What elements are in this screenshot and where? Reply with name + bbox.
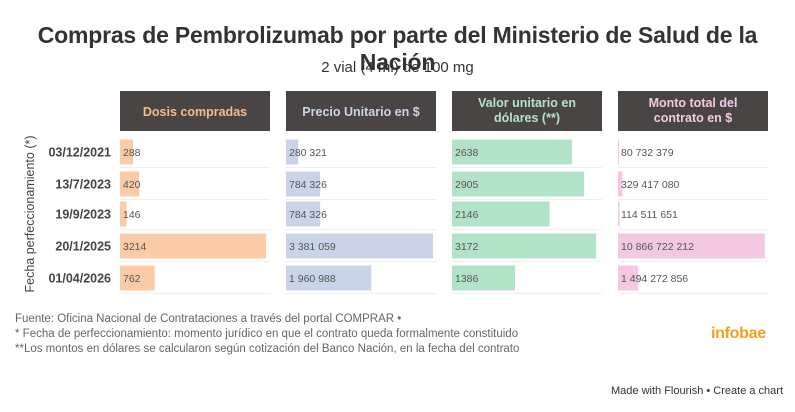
panel-header-text: Valor unitario en [478, 96, 576, 110]
bar-1-2 [286, 201, 321, 227]
panel-header-text: Precio Unitario en $ [302, 105, 419, 119]
footnote-source: Fuente: Oficina Nacional de Contratacion… [15, 313, 402, 325]
credit-separator: • [703, 385, 714, 397]
bar-value-label: 329 417 080 [621, 179, 680, 191]
footnotes: Fuente: Oficina Nacional de Contratacion… [15, 312, 519, 357]
chart-subtitle: 2 vial (4 ml) de 100 mg [321, 59, 474, 76]
footnote-date: * Fecha de perfeccionamiento: momento ju… [15, 328, 519, 340]
bar-value-label: 114 511 651 [621, 209, 678, 221]
bar-1-4 [286, 265, 372, 291]
bar-value-label: 80 732 379 [621, 147, 674, 159]
bar-value-label: 420 [123, 179, 141, 191]
bar-value-label: 288 [123, 147, 141, 159]
bar-value-label: 3172 [455, 241, 479, 253]
category-label: 19/9/2023 [55, 208, 111, 222]
panel-header-background [120, 91, 270, 131]
bar-value-label: 3 381 059 [289, 241, 336, 253]
bar-value-label: 762 [123, 273, 141, 285]
bar-3-3 [618, 233, 765, 259]
flourish-credit: Made with Flourish • Create a chart [611, 385, 783, 397]
bar-1-3 [286, 233, 434, 259]
chart-area: Fecha perfeccionamiento (*) 03/12/2021 13/… [23, 91, 768, 294]
category-label: 01/04/2026 [48, 272, 111, 286]
bar-2-4 [452, 265, 515, 291]
bar-1-0 [286, 139, 299, 165]
bar-value-label: 784 326 [289, 209, 327, 221]
panel-header-text: contrato en $ [654, 111, 733, 125]
bar-value-label: 1386 [455, 273, 479, 285]
bar-0-3 [120, 233, 267, 259]
bar-2-3 [452, 233, 597, 259]
y-axis-title: Fecha perfeccionamiento (*) [23, 135, 37, 292]
bar-2-0 [452, 139, 572, 165]
panel-header-text: dólares (**) [494, 111, 560, 125]
bar-value-label: 280 321 [289, 147, 327, 159]
bar-value-label: 2905 [455, 179, 479, 191]
category-label: 20/1/2025 [55, 240, 111, 254]
category-label: 13/7/2023 [55, 178, 111, 192]
made-with-flourish-link[interactable]: Made with Flourish [611, 385, 704, 397]
footnote-dollars: **Los montos en dólares se calcularon se… [15, 343, 520, 355]
panel-header-background [286, 91, 436, 131]
bar-value-label: 2146 [455, 209, 479, 221]
panel-header-text: Monto total del [649, 96, 738, 110]
bar-0-4 [120, 265, 155, 291]
bar-3-1 [618, 171, 623, 197]
bar-value-label: 1 494 272 856 [621, 273, 688, 285]
bar-1-1 [286, 171, 321, 197]
bar-value-label: 784 326 [289, 179, 327, 191]
create-chart-link[interactable]: Create a chart [713, 385, 783, 397]
chart-title: Compras de Pembrolizumab por parte del M… [37, 22, 758, 75]
bar-0-2 [120, 201, 127, 227]
panel-header-text: Dosis compradas [143, 105, 247, 119]
panel-header-background [452, 91, 602, 131]
bar-3-0 [618, 139, 620, 165]
bar-0-0 [120, 139, 134, 165]
category-label: 03/12/2021 [48, 146, 111, 160]
bar-value-label: 10 866 722 212 [621, 241, 694, 253]
bar-value-label: 3214 [123, 241, 147, 253]
panel-header-background [618, 91, 768, 131]
bar-0-1 [120, 171, 140, 197]
bar-3-2 [618, 201, 620, 227]
bar-value-label: 146 [123, 209, 141, 221]
bar-3-4 [618, 265, 639, 291]
bar-2-2 [452, 201, 550, 227]
bar-value-label: 1 960 988 [289, 273, 336, 285]
bar-2-1 [452, 171, 585, 197]
infobae-logo: infobae [711, 325, 766, 342]
bar-value-label: 2638 [455, 147, 479, 159]
